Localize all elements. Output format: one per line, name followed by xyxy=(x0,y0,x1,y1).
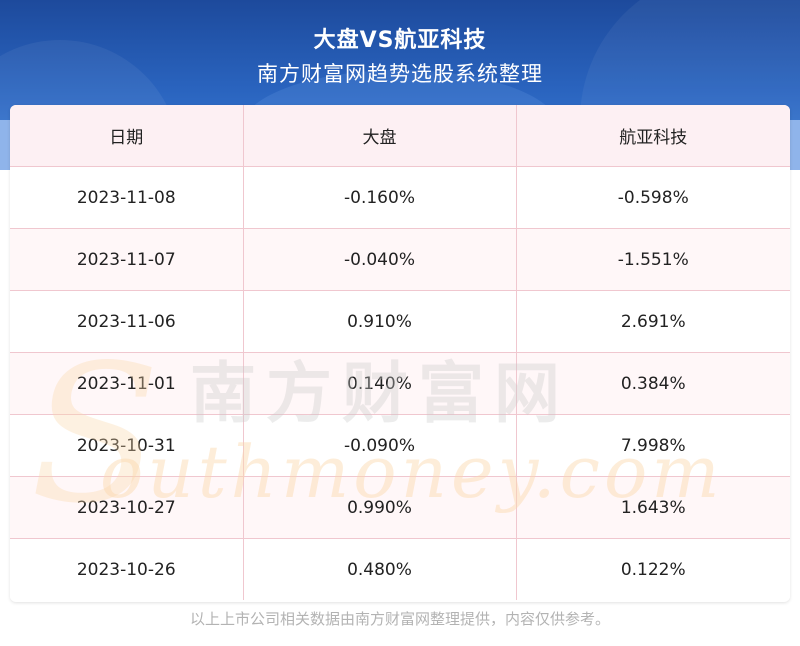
column-header-stock: 航亚科技 xyxy=(516,105,790,167)
comparison-table-card: 日期 大盘 航亚科技 2023-11-08 -0.160% -0.598% 20… xyxy=(10,105,790,602)
page-title: 大盘VS航亚科技 xyxy=(313,28,487,53)
cell-market-change: 0.480% xyxy=(243,538,517,600)
table-row: 2023-10-26 0.480% 0.122% xyxy=(10,538,790,600)
cell-market-change: -0.090% xyxy=(243,414,517,477)
cell-market-change: 0.140% xyxy=(243,352,517,415)
table-row: 2023-11-06 0.910% 2.691% xyxy=(10,290,790,353)
table-row: 2023-11-08 -0.160% -0.598% xyxy=(10,166,790,229)
table-row: 2023-11-01 0.140% 0.384% xyxy=(10,352,790,415)
cell-stock-change: 0.384% xyxy=(516,352,790,415)
cell-date: 2023-11-07 xyxy=(10,228,244,291)
cell-date: 2023-10-31 xyxy=(10,414,244,477)
footer-disclaimer: 以上上市公司相关数据由南方财富网整理提供，内容仅供参考。 xyxy=(189,610,610,628)
column-header-date: 日期 xyxy=(10,105,244,167)
cell-market-change: 0.910% xyxy=(243,290,517,353)
cell-stock-change: 2.691% xyxy=(516,290,790,353)
page-subtitle: 南方财富网趋势选股系统整理 xyxy=(257,62,543,86)
cell-market-change: 0.990% xyxy=(243,476,517,539)
cell-date: 2023-11-01 xyxy=(10,352,244,415)
cell-date: 2023-10-27 xyxy=(10,476,244,539)
cell-market-change: -0.040% xyxy=(243,228,517,291)
cell-date: 2023-10-26 xyxy=(10,538,244,600)
column-header-market: 大盘 xyxy=(243,105,517,167)
cell-stock-change: 7.998% xyxy=(516,414,790,477)
cell-stock-change: 0.122% xyxy=(516,538,790,600)
cell-stock-change: -1.551% xyxy=(516,228,790,291)
cell-market-change: -0.160% xyxy=(243,166,517,229)
table-row: 2023-11-07 -0.040% -1.551% xyxy=(10,228,790,291)
cell-stock-change: 1.643% xyxy=(516,476,790,539)
table-row: 2023-10-31 -0.090% 7.998% xyxy=(10,414,790,477)
comparison-table: 日期 大盘 航亚科技 2023-11-08 -0.160% -0.598% 20… xyxy=(10,105,790,600)
cell-date: 2023-11-06 xyxy=(10,290,244,353)
table-row: 2023-10-27 0.990% 1.643% xyxy=(10,476,790,539)
table-header-row: 日期 大盘 航亚科技 xyxy=(10,105,790,167)
cell-stock-change: -0.598% xyxy=(516,166,790,229)
cell-date: 2023-11-08 xyxy=(10,166,244,229)
